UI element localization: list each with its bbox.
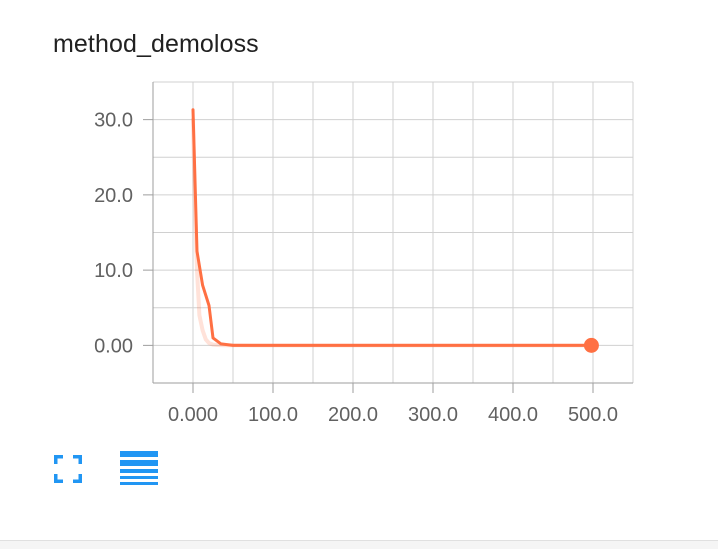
last-point-marker[interactable]: [583, 337, 599, 353]
x-tick-label: 100.0: [248, 404, 298, 426]
y-tick-label: 20.0: [94, 185, 133, 207]
x-tick-label: 200.0: [328, 404, 378, 426]
x-tick-label: 500.0: [568, 404, 618, 426]
y-tick-label: 30.0: [94, 110, 133, 132]
bottom-divider: [0, 540, 718, 549]
chart-series: [191, 108, 599, 353]
chart-axes: 0.000 100.0 200.0 300.0 400.0 500.0 0.00 10.0 20…: [94, 82, 633, 426]
y-tick-label: 10.0: [94, 260, 133, 282]
y-tick-label: 0.00: [94, 335, 133, 357]
x-tick-label: 300.0: [408, 404, 458, 426]
x-tick-label: 0.000: [168, 404, 218, 426]
chart-title: method_demoloss: [53, 30, 259, 58]
data-table-icon[interactable]: [120, 451, 158, 485]
x-tick-label: 400.0: [488, 404, 538, 426]
chart-grid: [152, 81, 634, 384]
smoothed-series-line: [191, 108, 593, 347]
fullscreen-icon[interactable]: [54, 455, 82, 483]
